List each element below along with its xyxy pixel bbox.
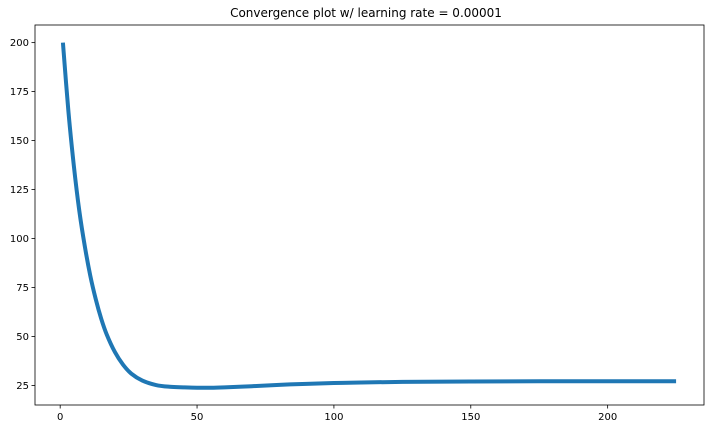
y-tick-label: 50	[16, 332, 29, 343]
y-tick-label: 175	[10, 87, 29, 98]
y-tick-label: 125	[10, 185, 29, 196]
x-tick-label: 50	[191, 412, 204, 423]
y-tick-label: 25	[16, 381, 29, 392]
plot-frame	[34, 24, 705, 406]
y-tick-label: 100	[10, 234, 29, 245]
series-line	[60, 42, 677, 390]
x-tick-label: 100	[324, 412, 343, 423]
y-tick-label: 150	[10, 136, 29, 147]
x-axis: 0 50 100 150 200	[57, 405, 617, 423]
y-tick-label: 200	[10, 38, 29, 49]
y-tick-label: 75	[16, 283, 29, 294]
x-tick-label: 150	[461, 412, 480, 423]
plot-area: 0 50 100 150 200 25 50 75 100 125 150 175 200	[10, 24, 705, 423]
series-layer	[60, 42, 677, 390]
y-axis: 25 50 75 100 125 150 175 200	[10, 38, 35, 392]
x-tick-label: 0	[57, 412, 63, 423]
chart-title: Convergence plot w/ learning rate = 0.00…	[230, 6, 502, 20]
x-tick-label: 200	[598, 412, 617, 423]
